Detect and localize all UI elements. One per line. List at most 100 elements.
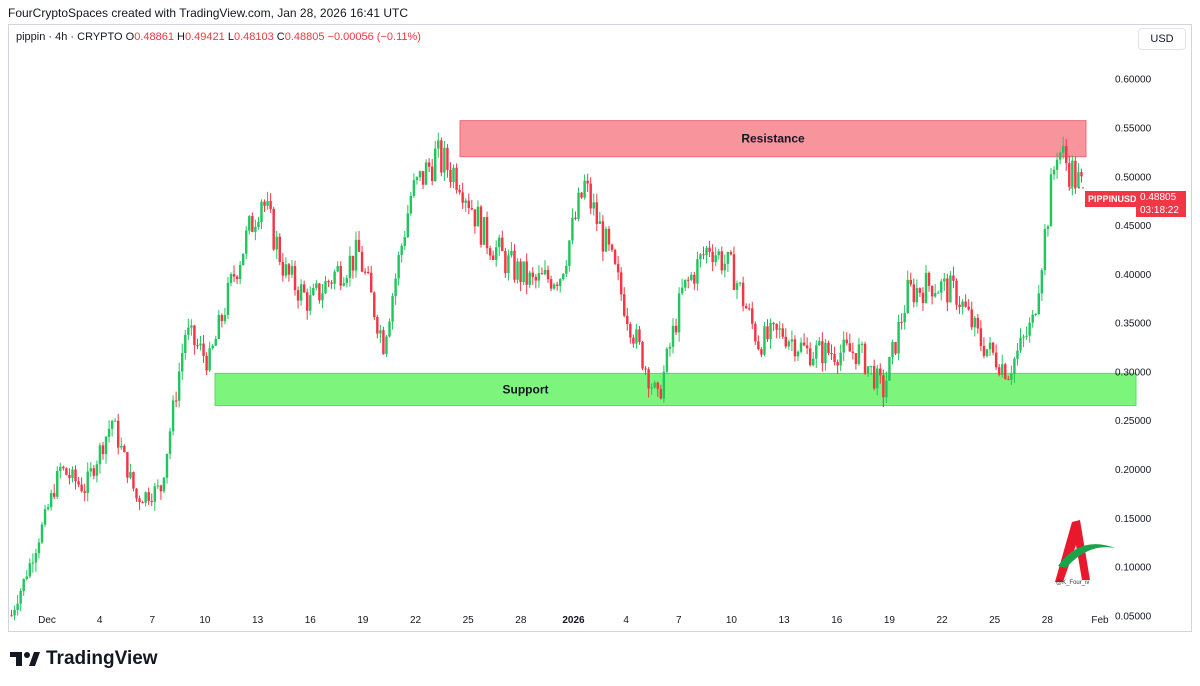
candle-body	[641, 341, 644, 369]
candle-body	[257, 222, 260, 227]
candle-body	[781, 328, 784, 337]
bar-countdown: 03:18:22	[1140, 205, 1179, 216]
candle-body	[644, 368, 647, 370]
candle-body	[827, 342, 830, 354]
candle-body	[107, 428, 111, 437]
candle-body	[720, 251, 723, 271]
candle-body	[71, 469, 74, 479]
candle-body	[260, 201, 263, 223]
candle-body	[354, 239, 358, 271]
candle-body	[967, 306, 970, 310]
candle-body	[488, 248, 492, 256]
last-price-tag: 0.48805 03:18:22	[1136, 191, 1186, 217]
candle-body	[52, 493, 56, 497]
candle-body	[796, 351, 800, 357]
candle-body	[315, 283, 318, 288]
candle-body	[293, 266, 297, 291]
candle-body	[129, 472, 132, 478]
candle-body	[723, 263, 727, 271]
y-tick-label: 0.35000	[1115, 319, 1152, 330]
candle-body	[357, 239, 361, 252]
candle-body	[464, 200, 467, 203]
candle-body	[59, 466, 62, 471]
x-tick-label: 19	[884, 615, 896, 626]
candle-body	[799, 342, 803, 352]
candle-body	[1004, 364, 1007, 379]
candle-body	[248, 216, 251, 231]
candle-body	[1058, 152, 1062, 160]
candle-body	[376, 317, 379, 334]
candle-body	[821, 341, 824, 364]
candle-body	[784, 336, 788, 347]
candle-body	[580, 192, 583, 198]
candle-body	[123, 445, 126, 453]
candle-body	[741, 282, 745, 307]
currency-button[interactable]: USD	[1138, 28, 1186, 50]
candle-body	[568, 240, 571, 266]
chart-created-by: FourCryptoSpaces created with TradingVie…	[8, 6, 408, 20]
candle-body	[382, 330, 385, 354]
x-tick-label: 22	[936, 615, 948, 626]
candle-body	[473, 209, 477, 227]
candle-body	[360, 251, 364, 272]
resistance-label: Resistance	[741, 132, 805, 146]
candle-body	[302, 284, 306, 293]
candle-body	[13, 609, 16, 616]
candle-body	[241, 253, 245, 266]
candle-body	[638, 329, 641, 342]
candle-body	[1025, 335, 1028, 337]
candle-body	[309, 295, 312, 311]
candle-body	[592, 202, 595, 209]
candle-body	[815, 345, 818, 359]
candle-body	[452, 167, 455, 183]
candle-body	[565, 265, 568, 274]
y-tick-label: 0.50000	[1115, 172, 1152, 183]
candle-body	[1037, 293, 1041, 314]
candle-body	[40, 524, 44, 543]
candle-body	[153, 486, 157, 502]
candle-body	[80, 484, 83, 492]
candle-body	[482, 217, 486, 245]
candle-body	[491, 255, 495, 260]
candle-body	[25, 576, 28, 580]
candle-body	[299, 284, 303, 301]
candle-body	[430, 166, 434, 182]
candle-body	[882, 375, 885, 398]
candle-body	[159, 485, 163, 492]
candle-body	[949, 275, 952, 303]
candle-body	[778, 328, 781, 330]
candle-body	[397, 254, 400, 279]
candle-body	[187, 327, 190, 335]
candle-body	[586, 180, 589, 184]
candle-body	[339, 266, 342, 286]
candle-body	[266, 201, 269, 206]
candle-body	[348, 255, 352, 278]
candle-body	[1055, 159, 1059, 170]
candle-body	[409, 195, 413, 214]
candle-body	[312, 287, 315, 296]
candle-body	[366, 271, 370, 273]
resistance-zone	[459, 120, 1087, 158]
candle-body	[519, 261, 522, 283]
candle-body	[549, 279, 553, 289]
x-tick-label: 4	[97, 615, 103, 626]
y-tick-label: 0.60000	[1115, 75, 1152, 86]
candle-body	[930, 285, 934, 297]
candle-body	[43, 509, 47, 525]
candle-body	[528, 272, 531, 285]
symbol-info[interactable]: pippin · 4h · CRYPTO	[16, 31, 123, 43]
candle-body	[671, 325, 675, 347]
candle-body	[955, 280, 958, 305]
candle-body	[214, 338, 217, 346]
candle-body	[168, 431, 172, 454]
candle-body	[1052, 169, 1056, 175]
candle-body	[571, 217, 574, 241]
candle-body	[424, 162, 428, 185]
candle-body	[619, 272, 623, 295]
candle-body	[558, 279, 562, 286]
candle-body	[650, 387, 653, 389]
candle-body	[863, 343, 867, 374]
candle-body	[583, 180, 586, 198]
candle-body	[391, 296, 394, 322]
